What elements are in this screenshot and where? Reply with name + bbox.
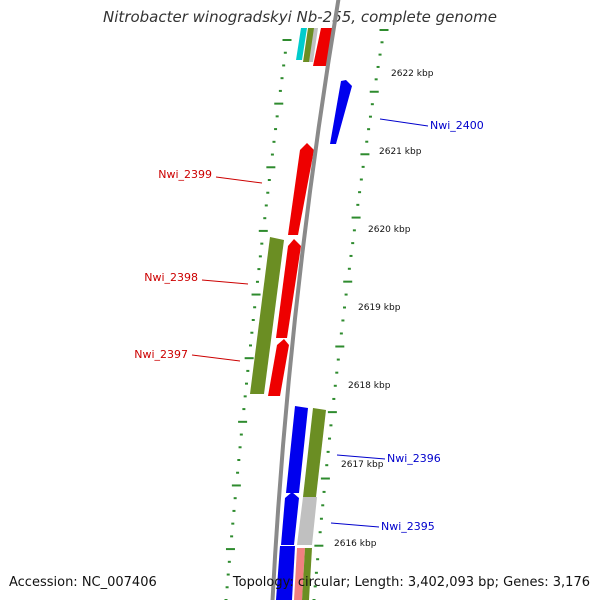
gene-label-nwi-2398[interactable]: Nwi_2398 — [144, 271, 198, 284]
gene-olive-2397-2398[interactable] — [250, 237, 284, 394]
gene-pink-bottom[interactable] — [294, 548, 305, 600]
gene-label-nwi-2400[interactable]: Nwi_2400 — [430, 119, 484, 132]
pos-label: 2617 kbp — [341, 460, 384, 470]
topology-text: Topology: circular; Length: 3,402,093 bp… — [232, 575, 590, 590]
gene-labels: Nwi_2400 Nwi_2399 Nwi_2398 Nwi_2397 Nwi_… — [134, 119, 484, 533]
pos-label: 2616 kbp — [334, 539, 377, 549]
gene-nwi-2399[interactable] — [288, 143, 314, 235]
gene-nwi-2398[interactable] — [276, 239, 301, 338]
map-title: Nitrobacter winogradskyi Nb-255, complet… — [103, 8, 497, 26]
label-leaders — [191, 118, 429, 528]
gene-cyan-top[interactable] — [296, 28, 307, 60]
pos-label: 2619 kbp — [358, 303, 401, 313]
gene-label-nwi-2397[interactable]: Nwi_2397 — [134, 348, 188, 361]
accession-text: Accession: NC_007406 — [9, 575, 157, 590]
scale-ticks — [224, 29, 389, 600]
gene-red-top[interactable] — [313, 28, 334, 66]
gene-nwi-2400[interactable] — [330, 80, 352, 144]
gene-nwi-2397[interactable] — [268, 339, 289, 396]
gene-label-nwi-2396[interactable]: Nwi_2396 — [387, 452, 441, 465]
pos-label: 2620 kbp — [368, 225, 411, 235]
pos-label: 2622 kbp — [391, 69, 434, 79]
gene-gray-top[interactable] — [309, 28, 318, 62]
gene-olive-top[interactable] — [303, 28, 315, 62]
gene-olive-2396[interactable] — [303, 408, 326, 497]
gene-blue-bottom[interactable] — [276, 546, 295, 600]
gene-gray-2395[interactable] — [297, 497, 317, 545]
gene-nwi-2395[interactable] — [281, 492, 299, 545]
gene-label-nwi-2395[interactable]: Nwi_2395 — [381, 520, 435, 533]
position-labels: 2622 kbp 2621 kbp 2620 kbp 2619 kbp 2618… — [334, 69, 434, 549]
genome-backbone — [270, 0, 341, 600]
gene-label-nwi-2399[interactable]: Nwi_2399 — [158, 168, 212, 181]
gene-olive-bottom[interactable] — [302, 548, 312, 600]
pos-label: 2621 kbp — [379, 147, 422, 157]
gene-nwi-2396[interactable] — [286, 406, 308, 493]
gene-features — [250, 28, 352, 600]
pos-label: 2618 kbp — [348, 381, 391, 391]
